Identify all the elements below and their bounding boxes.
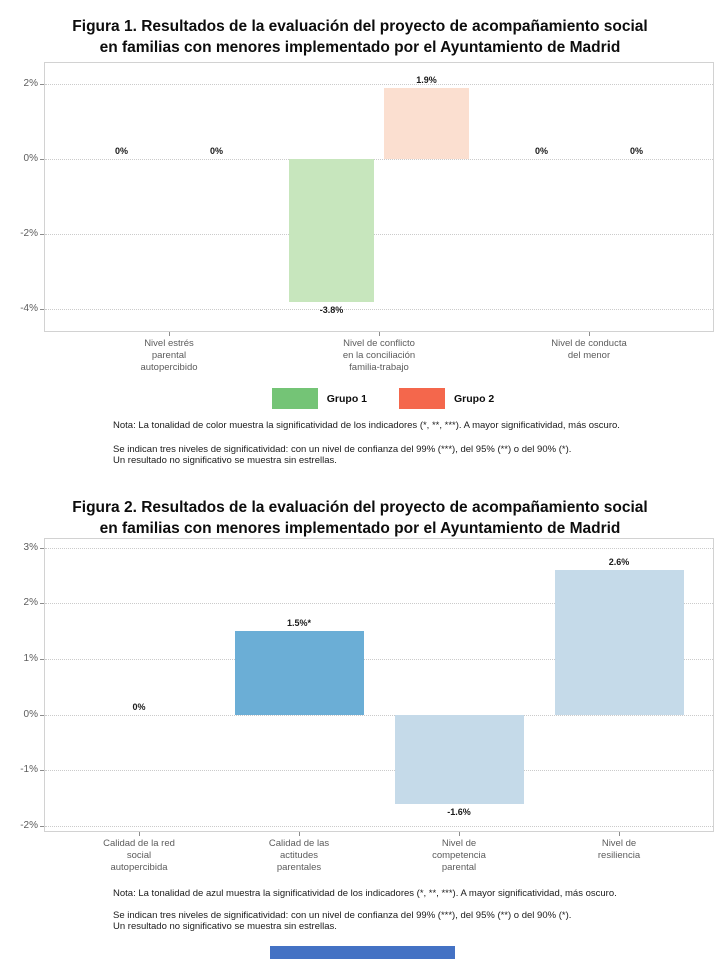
y-axis-tick-label: 2% bbox=[23, 78, 38, 89]
legend-label-grupo-1: Grupo 1 bbox=[326, 392, 367, 405]
bar-value-label: 0% bbox=[132, 701, 146, 712]
figure1-note-1: Nota: La tonalidad de color muestra la s… bbox=[113, 420, 620, 431]
y-axis-tick bbox=[40, 714, 44, 716]
gridline bbox=[45, 84, 713, 85]
bar-value-label: 0% bbox=[534, 146, 548, 156]
gridline bbox=[45, 825, 713, 827]
y-axis-tick-label: -1% bbox=[20, 764, 38, 776]
bar-value-label: -3.8% bbox=[319, 304, 344, 315]
x-axis-category-label: Nivel de resiliencia bbox=[597, 838, 641, 861]
y-axis-tick-label: 3% bbox=[23, 541, 38, 553]
bar bbox=[394, 714, 524, 804]
bar bbox=[234, 631, 364, 715]
figure1-note-3: Un resultado no significativo se muestra… bbox=[113, 455, 337, 466]
y-axis-tick bbox=[40, 234, 44, 235]
bar-value-label: 1.5%* bbox=[286, 618, 312, 629]
gridline bbox=[45, 159, 713, 160]
bar bbox=[384, 87, 469, 159]
bar-value-label: 0% bbox=[114, 146, 128, 156]
gridline bbox=[45, 547, 713, 549]
figure2-note-1: Nota: La tonalidad de azul muestra la si… bbox=[113, 888, 617, 899]
bar-value-label: -1.6% bbox=[447, 806, 471, 817]
gridline bbox=[45, 659, 713, 661]
y-axis-tick-label: -4% bbox=[20, 303, 38, 314]
x-axis-tick bbox=[379, 332, 380, 336]
x-axis-tick bbox=[589, 332, 590, 336]
x-axis-tick bbox=[619, 832, 620, 836]
figure2-note-3: Un resultado no significativo se muestra… bbox=[113, 921, 337, 932]
bar bbox=[554, 570, 684, 715]
gridline bbox=[45, 603, 713, 605]
gridline bbox=[45, 234, 713, 235]
x-axis-category-label: Calidad de la red social autopercibida bbox=[103, 838, 175, 873]
x-axis-tick bbox=[169, 332, 170, 336]
y-axis-tick-label: -2% bbox=[20, 228, 38, 239]
y-axis-tick bbox=[40, 825, 44, 827]
x-axis-category-label: Nivel de conducta del menor bbox=[551, 338, 627, 361]
y-axis-tick bbox=[40, 603, 44, 605]
x-axis-category-label: Nivel de competencia parental bbox=[432, 838, 486, 873]
bar bbox=[289, 159, 374, 302]
bar-value-label: 0% bbox=[209, 146, 223, 156]
legend-item-grupo-1: Grupo 1 bbox=[271, 388, 367, 409]
y-axis-tick-label: 2% bbox=[23, 597, 38, 609]
x-axis-tick bbox=[139, 832, 140, 836]
legend-swatch-grupo-2 bbox=[399, 388, 445, 409]
gridline bbox=[45, 309, 713, 310]
figure2-note-2: Se indican tres niveles de significativi… bbox=[113, 910, 572, 921]
gridline bbox=[45, 770, 713, 772]
legend-swatch-grupo-1 bbox=[271, 388, 318, 409]
x-axis-category-label: Nivel de conflicto en la conciliación fa… bbox=[342, 338, 416, 373]
figure1-legend: Grupo 1 Grupo 2 bbox=[46, 388, 720, 409]
y-axis-tick bbox=[40, 309, 44, 310]
footer-accent-bar bbox=[270, 946, 455, 959]
figure2-title: Figura 2. Resultados de la evaluación de… bbox=[72, 499, 648, 537]
figure2-chart: 3% 2% 1% 0% -1% -2% 0% Calidad de la red social… bbox=[20, 538, 714, 873]
y-axis-tick bbox=[40, 547, 44, 549]
x-axis-tick bbox=[459, 832, 460, 836]
x-axis-category-label: Calidad de las actitudes parentales bbox=[268, 838, 330, 873]
y-axis-tick-label: -2% bbox=[20, 819, 38, 831]
legend-item-grupo-2: Grupo 2 bbox=[399, 388, 494, 409]
y-axis-tick-label: 0% bbox=[23, 153, 38, 164]
bar-value-label: 0% bbox=[629, 146, 643, 156]
figure1-note-2: Se indican tres niveles de significativi… bbox=[113, 444, 572, 455]
x-axis-tick bbox=[299, 832, 300, 836]
y-axis-tick bbox=[40, 770, 44, 772]
y-axis-tick-label: 1% bbox=[23, 653, 38, 665]
y-axis-tick bbox=[40, 159, 44, 160]
gridline bbox=[45, 714, 713, 716]
figure1-title: Figura 1. Resultados de la evaluación de… bbox=[72, 18, 648, 56]
x-axis-category-label: Nivel estrés parental autopercibido bbox=[140, 338, 198, 373]
figure1-chart: 2% 0% -2% -4% 0% 0% Nivel estrés parental auto… bbox=[20, 62, 714, 373]
bar-value-label: 1.9% bbox=[416, 74, 437, 85]
y-axis-tick bbox=[40, 659, 44, 661]
bar-value-label: 2.6% bbox=[608, 557, 630, 568]
legend-label-grupo-2: Grupo 2 bbox=[454, 392, 495, 405]
y-axis-tick bbox=[40, 84, 44, 85]
y-axis-tick-label: 0% bbox=[23, 708, 38, 720]
